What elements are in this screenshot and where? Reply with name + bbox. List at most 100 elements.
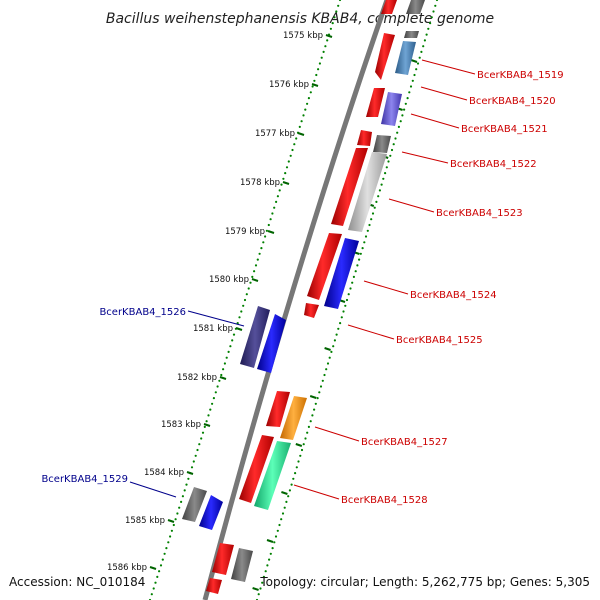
- ruler-dot: [384, 172, 387, 175]
- cds-feature[interactable]: [239, 435, 274, 503]
- gene-label[interactable]: BcerKBAB4_1520: [469, 96, 556, 107]
- ruler-label: 1579 kbp: [225, 227, 265, 237]
- ruler-dot: [423, 39, 426, 42]
- ruler-dot: [198, 443, 201, 446]
- ruler-dot: [316, 397, 319, 400]
- ruler-dot: [216, 385, 219, 388]
- ruler-dot: [231, 339, 234, 342]
- ruler-dot: [291, 148, 294, 152]
- cds-feature[interactable]: [375, 33, 395, 80]
- ruler-dot: [313, 79, 316, 82]
- minor-tick: [309, 395, 317, 399]
- ruler-dot: [304, 108, 307, 111]
- cds-feature[interactable]: [357, 130, 372, 146]
- gene-feature[interactable]: [280, 396, 307, 440]
- gene-feature[interactable]: [404, 31, 419, 38]
- ruler-dot: [232, 333, 236, 336]
- ruler-dot: [394, 137, 397, 140]
- ruler-dot: [258, 252, 261, 255]
- ruler-dot: [225, 356, 228, 359]
- ruler-dot: [380, 183, 383, 186]
- gene-label[interactable]: BcerKBAB4_1529: [41, 474, 128, 485]
- ruler-dot: [264, 235, 267, 238]
- gene-label[interactable]: BcerKBAB4_1525: [396, 335, 483, 346]
- ruler-dot: [339, 322, 342, 325]
- ruler-dot: [300, 120, 303, 123]
- cds-feature[interactable]: [266, 391, 290, 427]
- ruler-dot: [163, 552, 166, 555]
- leader-line: [347, 324, 395, 340]
- ruler-dot: [298, 125, 301, 128]
- major-tick: [297, 132, 305, 136]
- ruler-dot: [212, 397, 215, 400]
- cds-feature[interactable]: [331, 148, 368, 226]
- ruler-dot: [269, 552, 272, 555]
- gene-feature[interactable]: [254, 441, 291, 510]
- cds-feature[interactable]: [206, 578, 222, 594]
- cds-feature[interactable]: [304, 303, 319, 318]
- ruler-dot: [356, 264, 359, 267]
- gene-feature[interactable]: [373, 135, 391, 153]
- ruler-dot: [245, 293, 248, 296]
- major-tick: [282, 181, 290, 185]
- major-tick: [203, 423, 211, 427]
- gene-feature[interactable]: [231, 548, 253, 582]
- gene-label[interactable]: BcerKBAB4_1519: [477, 70, 564, 81]
- ruler-dot: [201, 431, 205, 434]
- ruler-label: 1578 kbp: [240, 178, 280, 188]
- leader-line: [388, 198, 435, 213]
- cds-feature[interactable]: [381, 0, 397, 14]
- ruler-dot: [390, 148, 394, 152]
- ruler-dot: [385, 166, 388, 169]
- ruler-dot: [194, 454, 197, 457]
- gene-feature[interactable]: [348, 152, 387, 232]
- ruler-dot: [373, 206, 376, 209]
- cds-feature[interactable]: [366, 88, 385, 117]
- ruler-dot: [418, 56, 421, 59]
- ruler-dot: [273, 541, 276, 544]
- gene-feature[interactable]: [257, 314, 286, 373]
- ruler-dot: [434, 4, 437, 7]
- ruler-dot: [387, 160, 390, 163]
- gene-feature[interactable]: [324, 238, 359, 309]
- gene-label[interactable]: BcerKBAB4_1523: [436, 208, 523, 219]
- ruler-dot: [304, 437, 307, 440]
- gene-feature[interactable]: [381, 92, 402, 126]
- gene-label[interactable]: BcerKBAB4_1528: [341, 495, 428, 506]
- ruler-dot: [278, 189, 281, 192]
- ruler-dot: [200, 437, 203, 440]
- major-tick: [311, 83, 319, 87]
- ruler-dot: [344, 304, 347, 307]
- ruler-dot: [377, 195, 380, 198]
- ruler-dot: [205, 420, 208, 423]
- ruler-ticks: [149, 34, 418, 591]
- gene-label[interactable]: BcerKBAB4_1521: [461, 124, 548, 135]
- ruler-dot: [269, 218, 272, 221]
- leader-line: [421, 59, 476, 75]
- gene-feature[interactable]: [240, 306, 270, 368]
- gene-feature[interactable]: [395, 41, 416, 75]
- gene-label[interactable]: BcerKBAB4_1527: [361, 437, 448, 448]
- ruler-dot: [152, 587, 155, 590]
- ruler-dot: [150, 593, 153, 596]
- ruler-dot: [276, 195, 279, 198]
- gene-feature[interactable]: [199, 495, 223, 530]
- ruler-dot: [156, 575, 159, 579]
- major-tick: [219, 376, 227, 380]
- cds-feature[interactable]: [212, 543, 234, 575]
- gene-feature[interactable]: [406, 0, 425, 14]
- gene-feature[interactable]: [182, 487, 207, 522]
- leader-line: [420, 86, 468, 101]
- ruler-dot: [328, 356, 331, 359]
- ruler-dot: [280, 518, 283, 521]
- ruler-dot: [161, 558, 164, 561]
- ruler-dot: [278, 523, 281, 527]
- gene-label[interactable]: BcerKBAB4_1522: [450, 159, 537, 170]
- gene-label[interactable]: BcerKBAB4_1524: [410, 290, 497, 301]
- ruler-dot: [242, 304, 245, 307]
- gene-label[interactable]: BcerKBAB4_1526: [99, 307, 186, 318]
- ruler-dot: [335, 333, 338, 336]
- cds-feature[interactable]: [307, 233, 342, 300]
- ruler-dot: [323, 373, 326, 377]
- ruler-label: 1577 kbp: [255, 129, 295, 139]
